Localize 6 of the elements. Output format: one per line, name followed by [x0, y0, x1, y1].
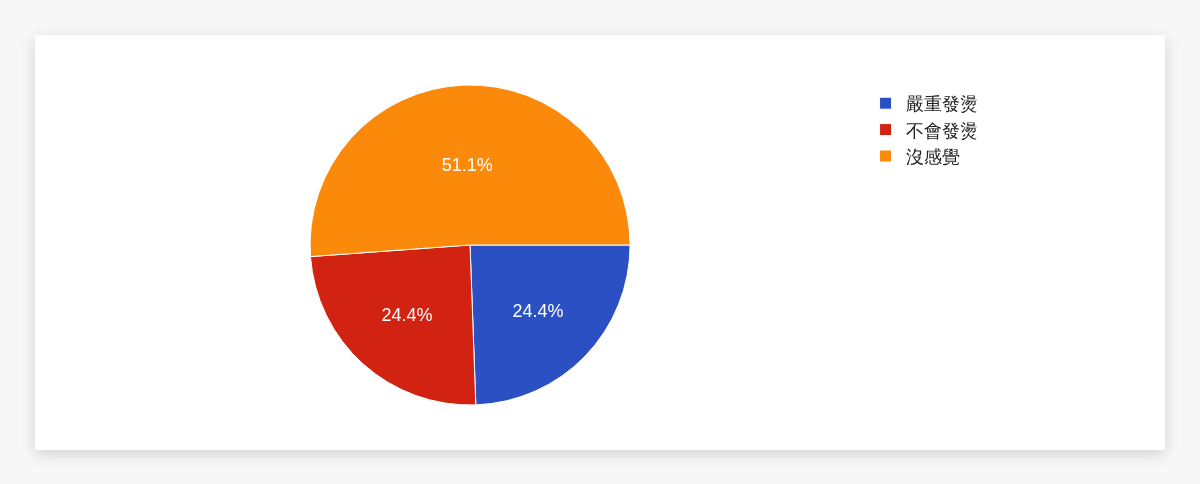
data-label: 24.4% — [381, 305, 433, 326]
legend-label: 沒感覺 — [905, 146, 960, 168]
data-label: 51.1% — [441, 155, 493, 176]
data-label: 24.4% — [512, 300, 564, 321]
legend-label: 嚴重發燙 — [905, 93, 978, 115]
legend-label: 不會發燙 — [905, 119, 978, 141]
